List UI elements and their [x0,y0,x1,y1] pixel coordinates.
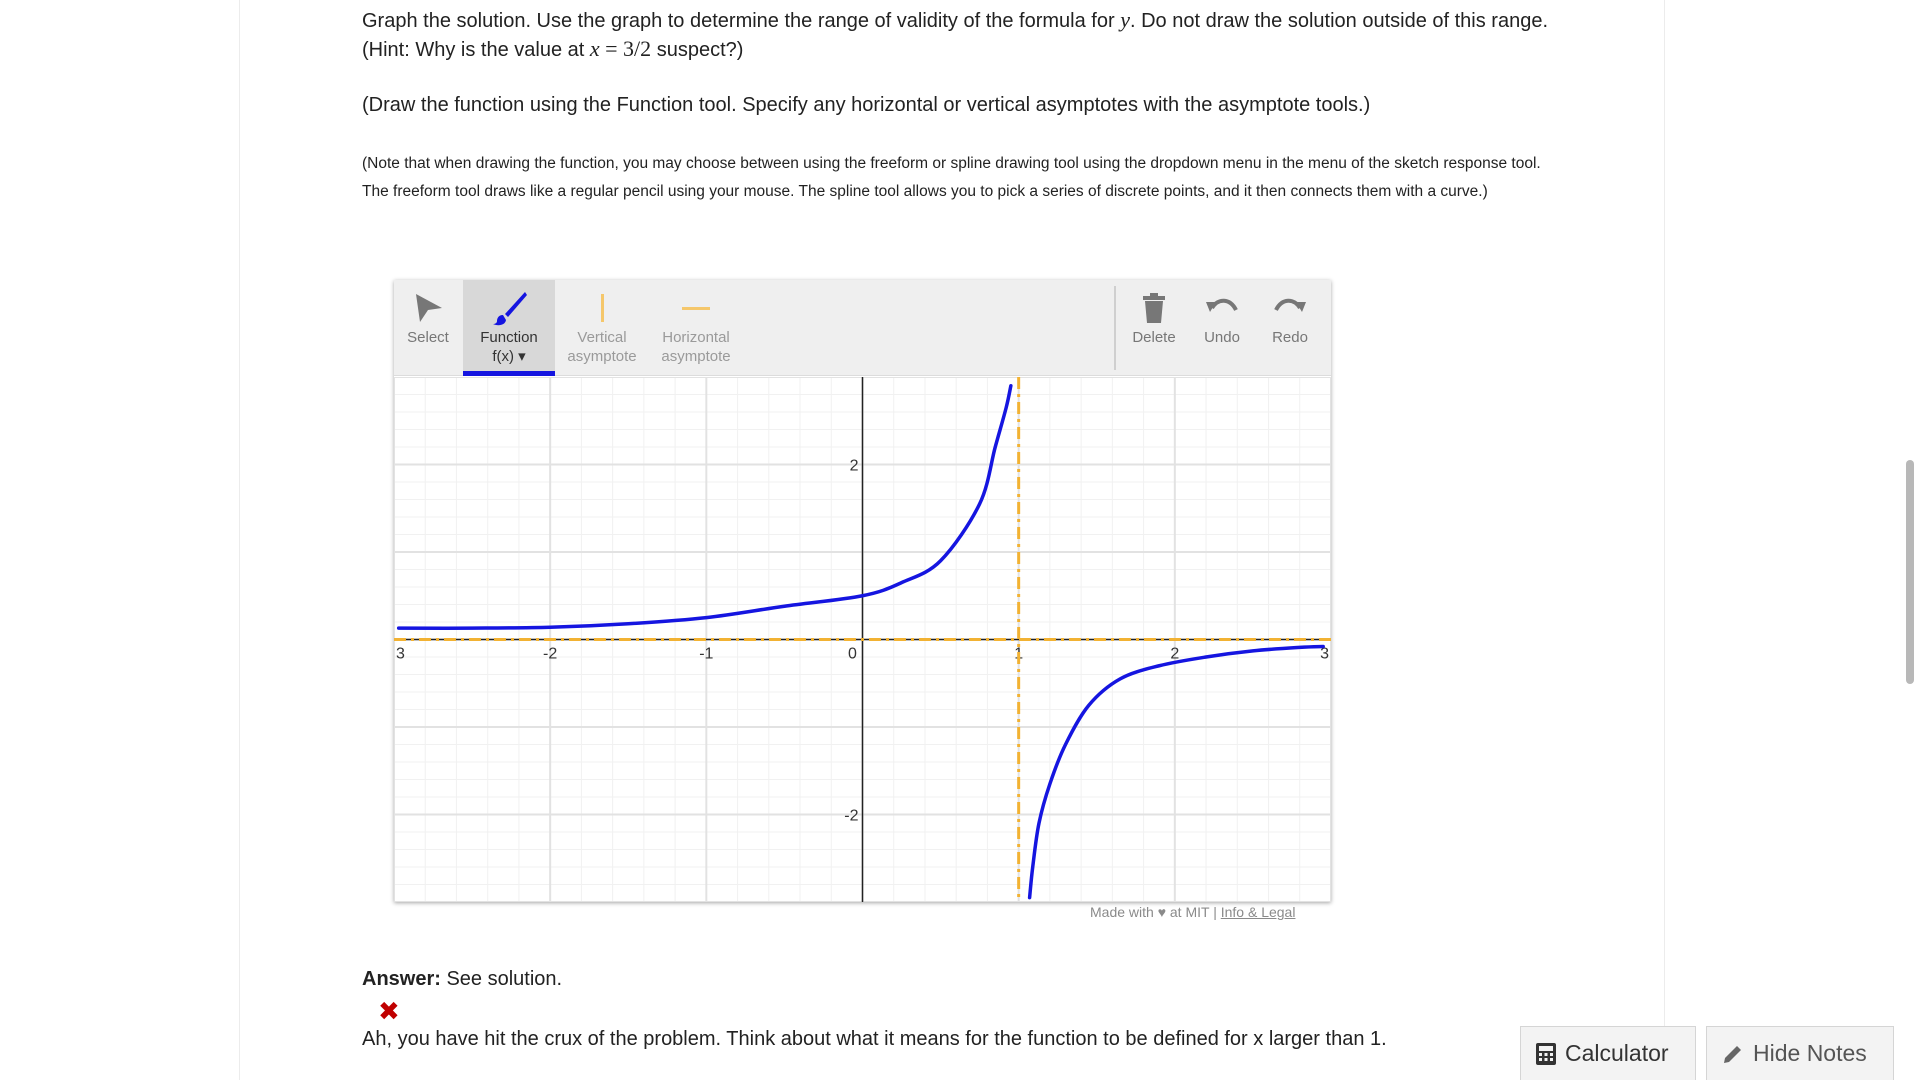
vertical-label-1: Vertical [577,329,627,346]
cursor-arrow-icon [416,294,442,322]
y-tick-label: 2 [850,458,859,475]
active-tool-underline [463,371,555,376]
calculator-button[interactable]: Calculator [1520,1026,1696,1080]
feedback-text: Ah, you have hit the crux of the problem… [362,1028,1387,1050]
vertical-asymptote-tool[interactable]: Vertical asymptote [555,280,649,376]
hide-notes-button[interactable]: Hide Notes [1706,1026,1894,1080]
y-tick-label: -2 [844,808,858,825]
x-tick-label: -2 [543,646,557,663]
redo-icon [1274,298,1306,312]
incorrect-mark-icon: ✖ [378,996,400,1026]
function-curve-1 [396,384,1013,630]
problem-paragraph-2: (Draw the function using the Function to… [362,94,1371,116]
undo-icon [1206,298,1238,312]
horizontal-asymptote-tool[interactable]: Horizontal asymptote [649,280,743,376]
hide-notes-label: Hide Notes [1753,1040,1867,1066]
x-tick-label: 0 [848,646,857,663]
redo-label: Redo [1272,329,1308,346]
calculator-label: Calculator [1565,1040,1669,1066]
function-dropdown-label[interactable]: f(x) ▾ [492,348,526,365]
answer-label: Answer: [362,968,441,990]
horizontal-label-2: asymptote [661,348,731,365]
toolbar-separator [1114,286,1116,370]
paintbrush-icon [493,292,527,326]
vertical-line-icon [601,294,604,322]
sketch-response-tool: Select Function f(x) ▾ Vertical asymptot… [394,280,1331,902]
function-label: Function [480,329,538,346]
credits: Made with ♥ at MIT | Info & Legal [1090,904,1295,920]
horizontal-label-1: Horizontal [662,329,730,346]
undo-label: Undo [1204,329,1240,346]
vertical-label-2: asymptote [567,348,637,365]
problem-paragraph-1: Graph the solution. Use the graph to det… [362,7,1548,61]
sketch-toolbar: Select Function f(x) ▾ Vertical asymptot… [394,280,1331,376]
answer-line: Answer: See solution. [362,968,562,991]
function-tool[interactable]: Function f(x) ▾ [463,280,555,376]
horizontal-line-icon [682,307,710,310]
answer-text: See solution. [440,968,563,990]
function-curve-2 [1027,644,1325,900]
delete-button[interactable]: Delete [1120,280,1188,376]
sketch-plot-area[interactable]: 3-2-101232-2 [394,377,1331,902]
trash-icon [1143,293,1165,323]
x-tick-label: 2 [1170,646,1179,663]
select-label: Select [407,329,449,346]
info-legal-link[interactable]: Info & Legal [1220,904,1296,920]
right-divider [1664,0,1665,1080]
pencil-icon [1724,1045,1741,1063]
undo-button[interactable]: Undo [1188,280,1256,376]
x-tick-label: -1 [699,646,713,663]
x-tick-label: 3 [1320,646,1329,663]
delete-label: Delete [1132,329,1176,346]
calculator-icon [1536,1042,1556,1065]
left-gutter [0,0,240,1080]
select-tool[interactable]: Select [394,280,462,376]
x-tick-label: 3 [396,646,405,663]
page-scrollbar[interactable] [1906,460,1914,684]
problem-note: (Note that when drawing the function, yo… [362,155,1541,200]
redo-button[interactable]: Redo [1256,280,1324,376]
made-with-text: Made with ♥ at MIT | [1090,904,1221,920]
